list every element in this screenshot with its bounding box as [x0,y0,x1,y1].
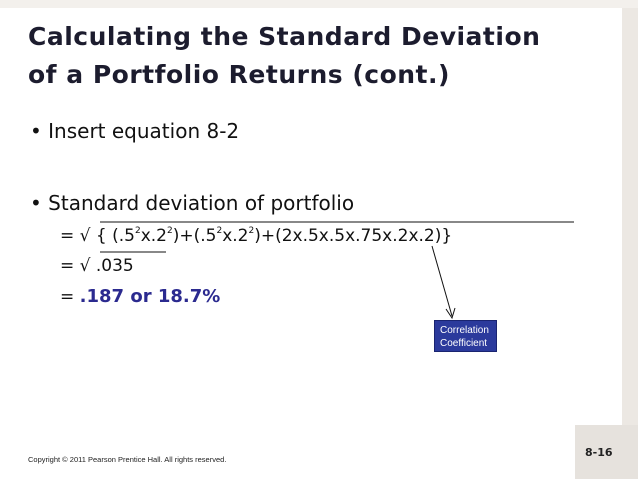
bullet: • Standard deviation of portfolio [30,191,355,215]
equation-text: x.2 [222,226,249,246]
top-strip [0,0,638,8]
side-strip [622,0,638,479]
bullet: • Insert equation 8-2 [30,119,240,143]
result: .187 or 18.7% [79,286,221,307]
callout: Correlation Coefficient [434,320,497,352]
equation-text: x.2 [140,226,167,246]
equation-line: = .187 or 18.7% [60,286,220,307]
superscript: 2 [248,226,255,236]
callout-line: Correlation [440,325,489,336]
arrow-head [445,307,456,320]
equation-text: )+(.5 [172,226,217,246]
footer: Copyright © 2011 Pearson Prentice Hall. … [28,455,227,464]
equation-line: = √ { (.52x.22)+(.52x.22)+(2x.5x.5x.75x.… [60,226,452,246]
equation-text: = √ { (.5 [60,226,135,246]
title-line: of a Portfolio Returns (cont.) [28,60,450,89]
superscript: 2 [216,226,223,236]
callout-line: Coefficient [440,338,488,349]
arrow [431,245,453,317]
bullet-text: Standard deviation of portfolio [48,191,355,215]
superscript: 2 [134,226,141,236]
superscript: 2 [166,226,173,236]
title-line: Calculating the Standard Deviation [28,22,541,51]
equation-text: = √ .035 [60,256,134,276]
page-number: 8-16 [585,446,613,459]
equation-text: = [60,287,80,307]
page-box [575,425,638,479]
bullet-text: Insert equation 8-2 [48,119,240,143]
equation-line: = √ .035 [60,256,134,276]
equation-text: )+(2x.5x.5x.75x.2x.2)} [254,226,453,246]
